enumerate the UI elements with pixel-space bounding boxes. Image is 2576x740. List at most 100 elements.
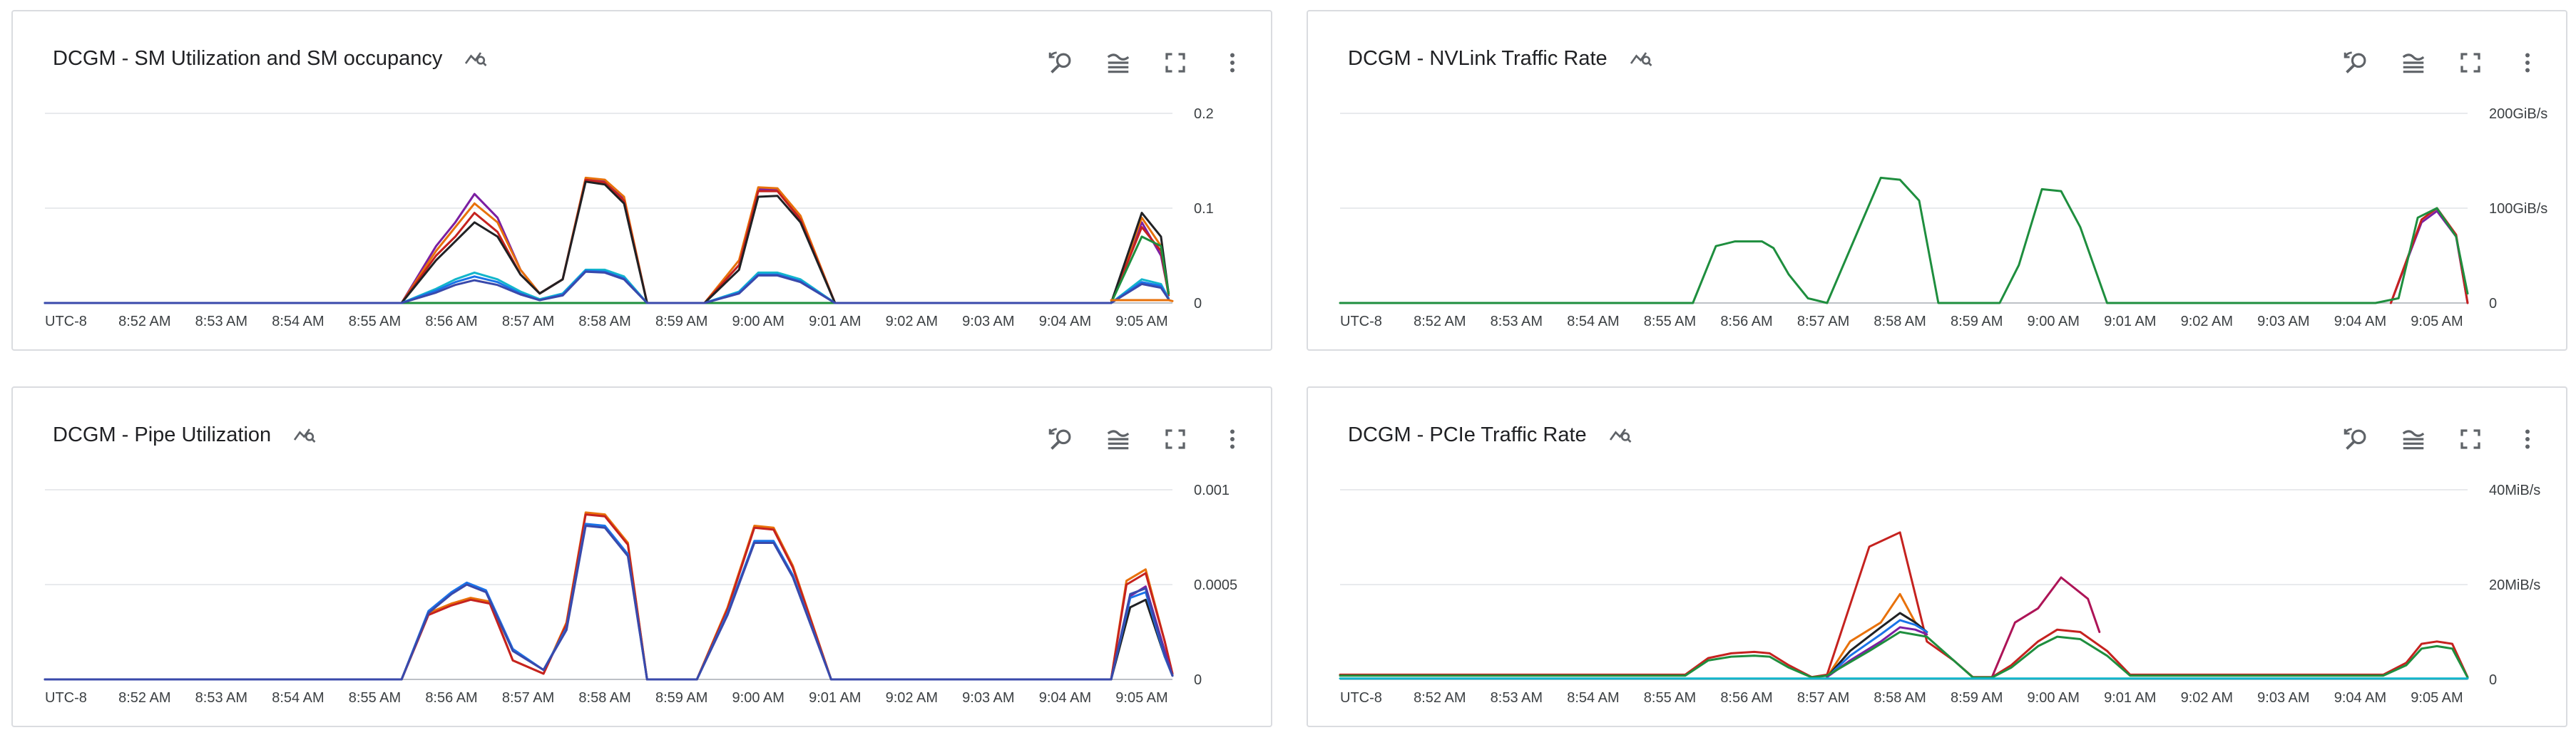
x-tick-label: 9:02 AM (886, 314, 938, 329)
chart-panel-sm-utilization: DCGM - SM Utilization and SM occupancy 0… (11, 10, 1272, 351)
series-line (44, 523, 1174, 681)
line-chart[interactable]: 200GiB/s 100GiB/s 0 UTC-8 8:52 AM 8:53 AM 8:54… (1308, 11, 2569, 352)
y-tick-label: 0 (2489, 672, 2497, 688)
line-chart[interactable]: 0.001 0.0005 0 UTC-8 8:52 AM 8:53 AM 8:54 AM 8:… (13, 388, 1274, 729)
x-tick-label: 9:03 AM (2257, 690, 2309, 706)
x-tick-label: 9:05 AM (2411, 690, 2463, 706)
panel-title: DCGM - NVLink Traffic Rate (1348, 47, 1608, 70)
panel-header: DCGM - SM Utilization and SM occupancy (53, 44, 492, 73)
panel-title: DCGM - Pipe Utilization (53, 423, 272, 446)
zoom-reset-icon[interactable] (2342, 48, 2371, 77)
x-tick-label: 8:55 AM (1644, 314, 1696, 329)
x-tick-label: 9:00 AM (732, 314, 784, 329)
x-tick-label: 9:04 AM (1039, 314, 1091, 329)
series-line (44, 269, 1170, 304)
x-tick-label: 9:01 AM (2104, 314, 2156, 329)
legend-toggle-icon[interactable] (1104, 48, 1133, 77)
more-vert-icon[interactable] (1218, 425, 1247, 453)
series-line (44, 268, 1170, 304)
x-tick-label: 8:58 AM (578, 690, 630, 706)
zoom-reset-icon[interactable] (1047, 48, 1075, 77)
x-tick-label: 9:01 AM (809, 314, 861, 329)
y-tick-label: 20MiB/s (2489, 577, 2540, 593)
x-tick-label: 8:52 AM (1414, 690, 1466, 706)
series-line (44, 270, 1170, 304)
more-vert-icon[interactable] (2513, 48, 2542, 77)
x-tick-label: 8:54 AM (1567, 690, 1619, 706)
x-tick-label: 8:53 AM (195, 690, 247, 706)
x-tick-label: 8:59 AM (655, 314, 707, 329)
x-tick-label: 9:02 AM (2181, 690, 2233, 706)
chart-panel-pcie-traffic: DCGM - PCIe Traffic Rate 40MiB/s 20MiB/s 0… (1307, 386, 2567, 727)
x-tick-label: 9:01 AM (809, 690, 861, 706)
query-stats-icon[interactable] (292, 421, 321, 449)
query-stats-icon[interactable] (1629, 44, 1657, 73)
panel-header: DCGM - Pipe Utilization (53, 421, 321, 449)
more-vert-icon[interactable] (2513, 425, 2542, 453)
x-tick-label: 9:05 AM (1115, 314, 1167, 329)
legend-toggle-icon[interactable] (1104, 425, 1133, 453)
chart-panel-nvlink-traffic: DCGM - NVLink Traffic Rate 200GiB/s 100Gi… (1307, 10, 2567, 351)
x-tick-label: 9:02 AM (2181, 314, 2233, 329)
series-line (44, 176, 1170, 304)
series-line (1110, 299, 1174, 302)
series-line (1339, 176, 2469, 304)
x-tick-label: 8:59 AM (655, 690, 707, 706)
query-stats-icon[interactable] (464, 44, 492, 73)
x-tick-label: 9:04 AM (2334, 690, 2386, 706)
x-tick-label: 8:54 AM (1567, 314, 1619, 329)
timezone-label: UTC-8 (45, 314, 87, 329)
fullscreen-icon[interactable] (2456, 425, 2485, 453)
x-tick-label: 8:55 AM (349, 690, 401, 706)
fullscreen-icon[interactable] (2456, 48, 2485, 77)
x-tick-label: 9:02 AM (886, 690, 938, 706)
fullscreen-icon[interactable] (1161, 425, 1190, 453)
query-stats-icon[interactable] (1608, 421, 1637, 449)
x-tick-label: 9:05 AM (2411, 314, 2463, 329)
x-tick-label: 9:03 AM (962, 314, 1014, 329)
line-chart[interactable]: 0.2 0.1 0 UTC-8 8:52 AM 8:53 AM 8:54 AM 8:55 AM… (13, 11, 1274, 352)
x-tick-label: 8:55 AM (349, 314, 401, 329)
chart-panel-pipe-utilization: DCGM - Pipe Utilization 0.001 0.0005 0 UTC-… (11, 386, 1272, 727)
x-tick-label: 8:57 AM (502, 314, 554, 329)
x-tick-label: 8:56 AM (1720, 690, 1772, 706)
series-line (44, 525, 1174, 681)
series-line (44, 180, 1170, 304)
x-tick-label: 8:53 AM (1491, 314, 1543, 329)
x-tick-label: 9:00 AM (2028, 690, 2080, 706)
x-tick-label: 8:54 AM (272, 690, 324, 706)
x-tick-label: 8:58 AM (578, 314, 630, 329)
series-line (1990, 576, 2101, 679)
panel-header: DCGM - NVLink Traffic Rate (1348, 44, 1657, 73)
x-tick-label: 9:04 AM (1039, 690, 1091, 706)
x-tick-label: 8:54 AM (272, 314, 324, 329)
panel-toolbar (1018, 48, 1247, 77)
series-line (1826, 619, 1928, 679)
x-tick-label: 8:56 AM (425, 314, 477, 329)
x-tick-label: 9:03 AM (962, 690, 1014, 706)
x-tick-label: 8:57 AM (1797, 690, 1849, 706)
series-line (44, 511, 1174, 681)
zoom-reset-icon[interactable] (1047, 425, 1075, 453)
x-tick-label: 8:52 AM (118, 314, 170, 329)
y-tick-label: 0.001 (1194, 483, 1230, 498)
line-chart[interactable]: 40MiB/s 20MiB/s 0 UTC-8 8:52 AM 8:53 AM 8:54 A… (1308, 388, 2569, 729)
x-tick-label: 8:52 AM (1414, 314, 1466, 329)
series-line (44, 178, 1170, 304)
x-tick-label: 8:53 AM (1491, 690, 1543, 706)
x-tick-label: 8:56 AM (425, 690, 477, 706)
zoom-reset-icon[interactable] (2342, 425, 2371, 453)
more-vert-icon[interactable] (1218, 48, 1247, 77)
fullscreen-icon[interactable] (1161, 48, 1190, 77)
series-line (1339, 631, 2469, 679)
series-line (44, 513, 1174, 681)
timezone-label: UTC-8 (1340, 314, 1382, 329)
legend-toggle-icon[interactable] (2399, 48, 2428, 77)
x-tick-label: 8:53 AM (195, 314, 247, 329)
x-tick-label: 9:05 AM (1115, 690, 1167, 706)
legend-toggle-icon[interactable] (2399, 425, 2428, 453)
y-tick-label: 200GiB/s (2489, 106, 2547, 122)
y-tick-label: 0.2 (1194, 106, 1214, 122)
series-line (44, 235, 1170, 304)
x-tick-label: 8:56 AM (1720, 314, 1772, 329)
